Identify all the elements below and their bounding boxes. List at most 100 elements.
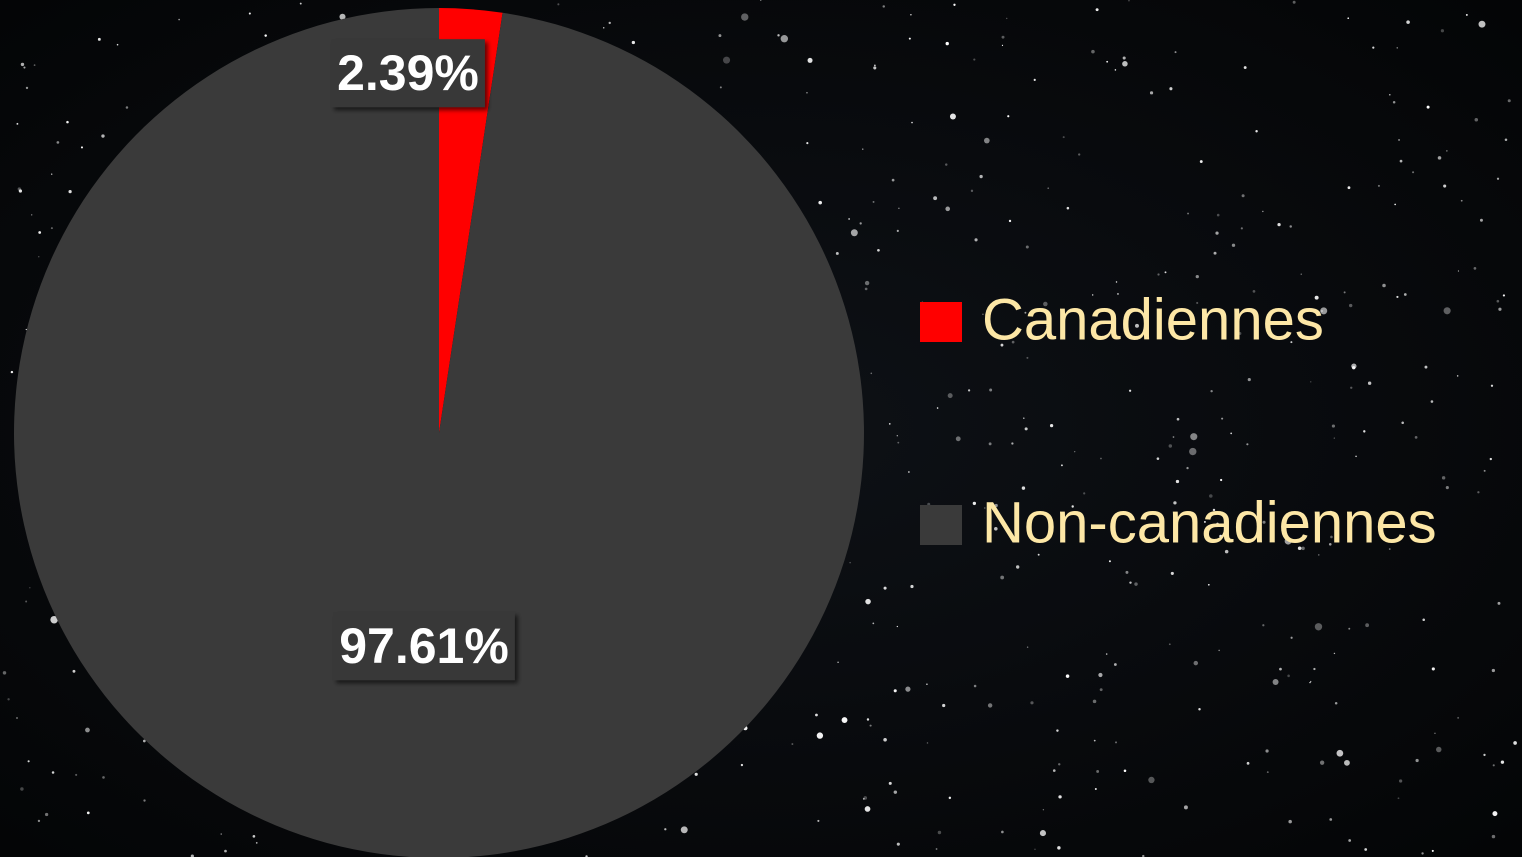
star [1262,520,1266,524]
star [1314,623,1323,631]
star [1071,505,1074,508]
star [1272,679,1279,686]
star [1173,501,1177,505]
legend-swatch [920,302,962,342]
star [608,21,611,25]
star [982,313,984,315]
star [1504,138,1508,142]
pie [14,8,864,857]
star [557,3,560,6]
star [1347,186,1351,190]
star [1266,771,1269,774]
star [1062,136,1065,139]
star [883,586,887,590]
star [760,0,762,1]
star [101,134,105,138]
star [97,37,101,41]
star [972,501,977,506]
star [1008,219,1012,223]
star [631,40,636,45]
star [1219,478,1223,482]
star [264,34,267,37]
star [1210,389,1213,393]
star [1219,534,1223,538]
star [1399,159,1403,163]
star [898,207,900,209]
star [973,684,977,688]
star [1431,849,1434,852]
star [1431,667,1435,671]
star [1288,819,1292,824]
star [1006,17,1008,20]
star [1255,130,1258,133]
star [1216,213,1220,217]
star [1364,848,1368,851]
star [882,5,885,8]
star [1066,206,1070,210]
star [1195,274,1199,279]
star [926,742,929,744]
star [1290,341,1293,344]
star [1230,432,1233,435]
star [1123,769,1127,773]
star [1099,688,1103,692]
star [1434,732,1436,734]
star [16,717,18,719]
star [983,137,990,144]
star [1001,830,1004,834]
star [1377,184,1380,187]
star [1352,366,1356,370]
star [1025,245,1029,249]
star [1135,323,1139,328]
star [1049,424,1054,428]
star [1215,231,1219,235]
star [1129,581,1132,584]
star [1350,386,1353,389]
pie-slice [439,8,503,433]
star [1398,139,1400,141]
star [50,227,53,230]
star [190,854,194,857]
star [1093,739,1096,742]
star [603,27,605,29]
star [16,122,19,125]
star [1216,522,1219,526]
star [1074,451,1076,453]
star [1329,818,1333,821]
legend-label: Non-canadiennes [982,490,1437,555]
pie-slice [14,8,864,857]
star [1142,854,1145,857]
star [1491,668,1495,673]
star [877,248,880,252]
star [1483,753,1486,757]
star [1414,436,1418,439]
star [1174,51,1177,54]
star [1492,811,1498,817]
star [1443,307,1451,315]
star [817,819,820,822]
star [1319,760,1325,765]
legend-label: Canadiennes [982,287,1324,352]
star [1424,365,1428,369]
star [1348,839,1352,842]
star [1108,560,1111,563]
star [1333,652,1336,655]
data-labels: 2.39% 97.61% [331,39,515,681]
star [933,196,938,201]
star [1441,476,1446,480]
star [967,389,971,392]
star [896,842,900,846]
star [1421,852,1424,855]
star [1231,243,1236,247]
star [1310,381,1312,383]
star [1329,510,1333,514]
star [936,407,939,409]
star [1114,69,1117,71]
star [1193,660,1199,666]
star [908,37,911,40]
star [80,146,84,149]
star [66,120,69,124]
star [23,66,26,69]
star [1047,187,1050,190]
star [1198,707,1201,711]
